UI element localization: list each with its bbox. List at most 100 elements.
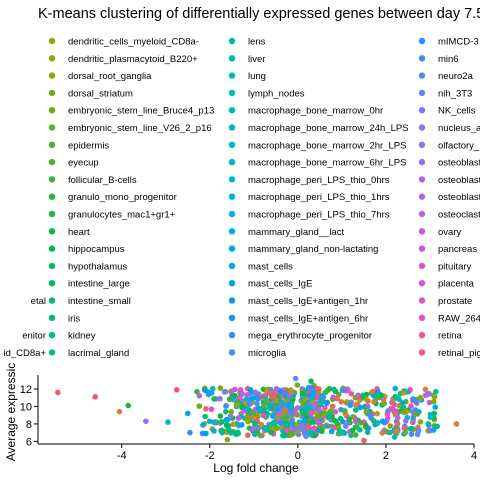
legend-label: kidney (68, 331, 96, 342)
legend-key (228, 210, 236, 218)
data-point (292, 375, 299, 382)
legend-label: retina (438, 331, 462, 342)
legend-entry: enitor (22, 331, 46, 342)
legend-entry: granulocytes_mac1+gr1+ (48, 210, 176, 221)
legend-label: pancreas (438, 244, 477, 255)
data-point (217, 395, 223, 402)
data-point (379, 430, 386, 436)
data-point (378, 392, 385, 398)
data-point (226, 427, 232, 433)
legend-label: osteoclast (438, 210, 480, 221)
legend-label: dendritic_cells_myeloid_CD8a- (68, 37, 199, 48)
data-point (410, 396, 416, 402)
axes: -4 -2 0 2 4 6 8 10 12 (20, 375, 477, 462)
legend-entry: macrophage_peri_LPS_thio_1hrs (228, 192, 390, 203)
data-point (202, 387, 208, 393)
data-point (273, 386, 280, 392)
data-point (387, 423, 394, 429)
data-point (246, 400, 253, 406)
legend-label: dendritic_plasmacytoid_B220+ (68, 54, 198, 65)
legend-entry: mega_erythrocyte_progenitor (228, 331, 372, 342)
legend-key (48, 210, 56, 218)
data-point (410, 419, 416, 426)
data-point (425, 420, 432, 427)
legend-entry: granulo_mono_progenitor (48, 192, 177, 203)
data-point (245, 418, 251, 425)
legend-label: macrophage_bone_marrow_2hr_LPS (248, 140, 406, 151)
legend-label: lung (248, 71, 266, 82)
legend-entry: eyecup (48, 158, 99, 169)
legend-key (228, 193, 236, 200)
legend-entry: iris (48, 313, 80, 324)
data-point (422, 386, 429, 393)
chart-title: K-means clustering of differentially exp… (38, 6, 480, 22)
legend-label: lacrimal_gland (68, 348, 129, 359)
legend-entry: macrophage_bone_marrow_24h_LPS (228, 123, 409, 134)
data-point (433, 388, 439, 395)
legend-key (418, 297, 426, 304)
data-point (311, 425, 317, 431)
legend-key (418, 331, 426, 339)
legend-label: ovary (438, 227, 461, 238)
y-tick-label: 12 (20, 384, 32, 396)
legend-label: etal (31, 296, 46, 307)
legend-entry: embryonic_stem_line_V26_2_p16 (48, 123, 212, 134)
data-point (221, 389, 228, 395)
legend-label: osteoblast (438, 158, 480, 169)
legend-label: mIMCD-3 (438, 37, 479, 48)
data-point (309, 394, 316, 400)
data-point (234, 402, 241, 408)
data-point (196, 392, 203, 399)
legend-entry: intestine_large (48, 279, 130, 290)
legend-label: id_CD8a+ (3, 348, 46, 359)
data-point (241, 407, 248, 414)
data-point (239, 403, 246, 410)
data-point (409, 425, 415, 432)
legend-key (228, 89, 236, 97)
data-point (211, 396, 217, 402)
data-point (288, 431, 295, 438)
legend-key (228, 176, 236, 183)
legend-key (228, 55, 236, 62)
legend-key (418, 72, 426, 79)
data-point (232, 386, 238, 393)
data-point (226, 396, 233, 403)
legend-label: macrophage_bone_marrow_24h_LPS (248, 123, 409, 134)
x-tick-label: -4 (117, 450, 127, 462)
legend-key (418, 349, 426, 356)
data-point (417, 394, 424, 401)
data-point (319, 392, 326, 399)
data-point (381, 400, 388, 407)
legend-label: intestine_large (68, 279, 130, 290)
data-point (352, 432, 359, 438)
legend-label: mast_cells_IgE+antigen_1hr (248, 296, 368, 307)
data-point (431, 410, 438, 417)
legend-label: retinal_pig (438, 348, 480, 359)
data-point (353, 401, 360, 407)
legend-key (418, 55, 426, 62)
legend-entry: retina (418, 331, 462, 342)
data-point (235, 415, 242, 422)
data-point (413, 400, 420, 406)
legend-entry: macrophage_bone_marrow_6hr_LPS (228, 158, 406, 169)
legend-label: microglia (248, 348, 287, 359)
legend-key (418, 262, 426, 270)
data-point (299, 390, 306, 397)
data-point (283, 427, 290, 433)
data-point (401, 425, 408, 431)
legend-label: macrophage_bone_marrow_0hr (248, 106, 383, 117)
legend-entry: macrophage_bone_marrow_0hr (228, 106, 383, 117)
legend-key (418, 193, 426, 200)
data-point (394, 394, 400, 401)
legend-entry: lens (228, 37, 266, 48)
data-point (328, 428, 335, 435)
data-point (427, 414, 434, 421)
data-point (342, 408, 348, 414)
legend-entry: lung (228, 71, 266, 82)
legend-entry: osteoclast (418, 210, 480, 221)
legend-entry: liver (228, 54, 265, 65)
data-point (371, 398, 377, 405)
data-point (342, 423, 349, 430)
data-point (288, 389, 295, 395)
legend-key (228, 72, 236, 79)
